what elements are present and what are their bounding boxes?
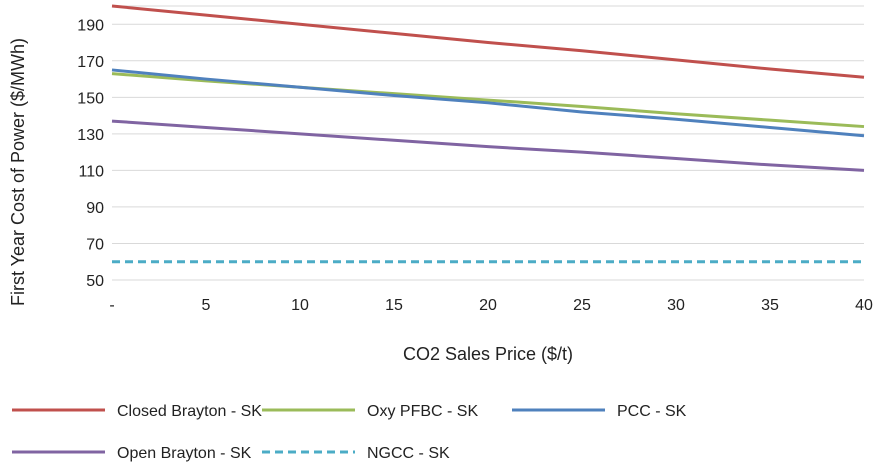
series-line-0 (111, 4, 865, 79)
legend-label: NGCC - SK (367, 445, 450, 462)
x-tick-label: 35 (761, 297, 779, 314)
legend-item: PCC - SK (512, 403, 687, 420)
y-tick-labels: 50 70 90 110 130 150 170 190 (77, 17, 104, 290)
y-tick-label: 150 (77, 90, 104, 107)
x-tick-label: - (109, 297, 114, 314)
y-tick-label: 130 (77, 127, 104, 144)
x-axis-title: CO2 Sales Price ($/t) (403, 344, 573, 364)
y-tick-label: 70 (86, 236, 104, 253)
legend-item: Closed Brayton - SK (12, 403, 262, 420)
y-tick-label: 190 (77, 17, 104, 34)
gridlines (112, 5, 864, 281)
legend-label: Open Brayton - SK (117, 445, 252, 462)
legend-label: Oxy PFBC - SK (367, 403, 478, 420)
legend-item: Oxy PFBC - SK (262, 403, 478, 420)
y-tick-label: 90 (86, 200, 104, 217)
legend-label: Closed Brayton - SK (117, 403, 262, 420)
legend: Closed Brayton - SK Oxy PFBC - SK PCC - SK… (12, 403, 687, 462)
x-tick-label: 30 (667, 297, 685, 314)
y-tick-label: 110 (78, 163, 104, 180)
series-line-2 (111, 68, 865, 138)
x-tick-label: 25 (573, 297, 591, 314)
x-tick-label: 5 (202, 297, 211, 314)
x-tick-label: 15 (385, 297, 403, 314)
y-tick-label: 50 (86, 273, 104, 290)
series-lines (111, 4, 865, 264)
legend-item: Open Brayton - SK (12, 445, 252, 462)
series-line-3 (111, 119, 865, 172)
x-tick-label: 40 (855, 297, 873, 314)
x-tick-label: 10 (291, 297, 309, 314)
x-tick-label: 20 (479, 297, 497, 314)
legend-label: PCC - SK (617, 403, 687, 420)
legend-item: NGCC - SK (262, 445, 450, 462)
x-tick-labels: - 5 10 15 20 25 30 35 40 (109, 297, 873, 314)
y-axis-title: First Year Cost of Power ($/MWh) (8, 38, 28, 306)
y-tick-label: 170 (77, 54, 104, 71)
